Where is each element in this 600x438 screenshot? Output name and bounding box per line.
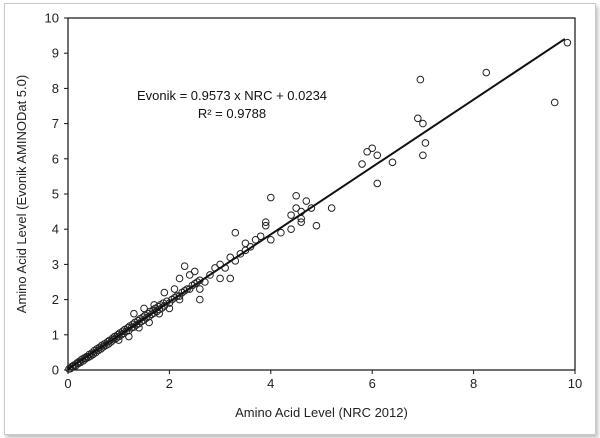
data-point bbox=[88, 349, 96, 357]
data-point bbox=[267, 235, 275, 244]
data-point bbox=[419, 151, 427, 160]
y-tick-label: 7 bbox=[52, 116, 59, 131]
y-tick-label: 2 bbox=[52, 292, 59, 307]
x-tick-label: 6 bbox=[369, 376, 376, 391]
data-point bbox=[155, 309, 164, 318]
data-point bbox=[327, 204, 336, 212]
data-point bbox=[292, 204, 300, 212]
data-point bbox=[231, 228, 240, 237]
data-point bbox=[196, 295, 204, 304]
data-point bbox=[183, 285, 191, 293]
data-point bbox=[145, 318, 153, 327]
data-point bbox=[190, 267, 199, 276]
x-tick-label: 10 bbox=[568, 376, 582, 391]
data-point bbox=[414, 114, 422, 123]
data-point bbox=[297, 218, 306, 226]
data-point bbox=[170, 285, 179, 293]
y-tick-label: 10 bbox=[45, 11, 59, 26]
data-point bbox=[307, 204, 316, 212]
data-point bbox=[256, 232, 265, 241]
equation-annotation: Evonik = 0.9573 x NRC + 0.0234 bbox=[137, 88, 327, 103]
data-point bbox=[287, 211, 295, 219]
data-point bbox=[421, 139, 430, 147]
y-tick-label: 3 bbox=[52, 257, 59, 272]
plot-area: 0 2 4 6 8 10 0 1 2 3 4 5 6 7 8 9 10 bbox=[45, 11, 583, 392]
data-point bbox=[563, 38, 572, 47]
data-point bbox=[130, 309, 138, 318]
data-point bbox=[175, 295, 184, 304]
trendline bbox=[67, 38, 566, 371]
data-point bbox=[363, 147, 371, 156]
data-point bbox=[287, 225, 295, 233]
x-axis-label: Amino Acid Level (NRC 2012) bbox=[235, 405, 408, 420]
data-point bbox=[358, 160, 366, 168]
data-point bbox=[373, 179, 382, 188]
data-point bbox=[114, 336, 123, 344]
data-point bbox=[165, 304, 174, 313]
data-point bbox=[95, 343, 104, 352]
data-point bbox=[180, 262, 189, 270]
data-point bbox=[416, 75, 425, 84]
data-point bbox=[236, 250, 245, 258]
data-point bbox=[125, 332, 133, 341]
data-point bbox=[261, 218, 270, 226]
x-tick-label: 4 bbox=[267, 376, 274, 391]
y-tick-label: 9 bbox=[52, 46, 59, 61]
data-point bbox=[196, 285, 204, 293]
data-point bbox=[175, 274, 184, 283]
data-point bbox=[312, 221, 321, 230]
x-tick-label: 8 bbox=[470, 376, 477, 391]
data-point bbox=[226, 274, 235, 283]
data-point bbox=[302, 197, 311, 205]
data-point bbox=[368, 144, 377, 153]
data-point bbox=[185, 271, 194, 279]
data-point bbox=[261, 221, 270, 230]
r-squared-annotation: R² = 0.9788 bbox=[198, 106, 266, 121]
data-point bbox=[373, 151, 382, 160]
x-tick-label: 2 bbox=[166, 376, 173, 391]
data-point bbox=[216, 274, 224, 283]
data-point bbox=[277, 228, 285, 237]
y-tick-label: 5 bbox=[52, 187, 59, 202]
data-point bbox=[160, 288, 169, 297]
data-point bbox=[419, 119, 427, 128]
y-tick-label: 8 bbox=[52, 81, 59, 96]
data-point bbox=[388, 158, 397, 167]
data-point bbox=[206, 271, 214, 279]
y-tick-label: 1 bbox=[52, 327, 59, 342]
y-tick-label: 6 bbox=[52, 151, 59, 166]
data-point bbox=[150, 301, 158, 309]
x-tick-label: 0 bbox=[64, 376, 71, 391]
y-tick-label: 0 bbox=[52, 363, 59, 378]
data-point bbox=[267, 193, 275, 202]
data-point bbox=[140, 304, 148, 313]
y-axis-label: Amino Acid Level (Evonik AMINODat 5.0) bbox=[14, 75, 29, 313]
data-point bbox=[251, 235, 260, 244]
data-point bbox=[482, 68, 491, 77]
data-point bbox=[550, 98, 559, 107]
data-point bbox=[292, 191, 300, 200]
data-point bbox=[135, 323, 143, 332]
data-point bbox=[241, 239, 250, 248]
y-tick-label: 4 bbox=[52, 222, 59, 237]
